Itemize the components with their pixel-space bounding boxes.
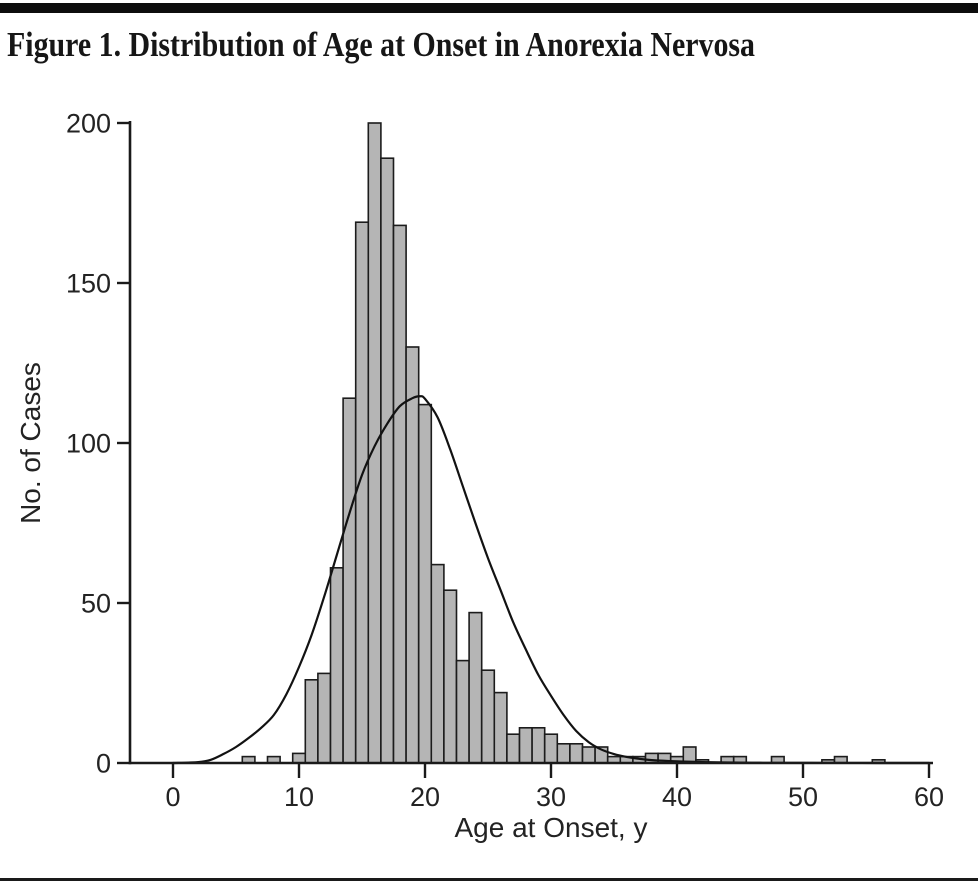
histogram-bar	[405, 346, 420, 764]
histogram-bar	[644, 752, 659, 764]
top-rule	[0, 3, 978, 13]
histogram-bar	[342, 397, 357, 764]
x-tick-label: 20	[410, 782, 440, 812]
histogram-bar	[518, 726, 533, 764]
y-tick-label: 100	[66, 429, 111, 459]
histogram-bars	[241, 122, 886, 764]
x-axis-title: Age at Onset, y	[455, 812, 648, 843]
x-tick-label: 30	[536, 782, 566, 812]
histogram-bar	[480, 669, 496, 764]
histogram-bar	[506, 733, 521, 764]
histogram-bar	[380, 157, 395, 764]
x-tick-label: 0	[165, 782, 180, 812]
y-tick-label: 150	[66, 269, 111, 299]
histogram-bar	[304, 678, 319, 764]
histogram-bar	[443, 589, 458, 764]
x-tick-label: 60	[914, 782, 944, 812]
histogram-bar	[317, 672, 332, 764]
histogram-bar	[367, 122, 382, 764]
y-tick-label: 50	[81, 589, 111, 619]
fitted-curve	[171, 395, 931, 765]
x-tick-label: 50	[788, 782, 818, 812]
x-tick-label: 40	[662, 782, 692, 812]
histogram-bar	[556, 742, 571, 764]
histogram-bar	[543, 733, 559, 764]
y-axis-ticks: 0 50 100 150 200	[66, 109, 129, 779]
histogram-bar	[430, 563, 445, 764]
x-axis-ticks: 0 10 20 30 40 50 60	[165, 764, 944, 812]
y-tick-label: 0	[96, 749, 111, 779]
histogram-bar	[468, 611, 483, 764]
x-tick-label: 10	[284, 782, 314, 812]
histogram-bar	[392, 224, 407, 764]
histogram-bar	[291, 752, 307, 764]
histogram-bar	[455, 659, 470, 764]
histogram-bar	[531, 726, 546, 764]
y-tick-label: 200	[66, 109, 111, 139]
histogram-bar	[329, 566, 344, 764]
histogram-bar	[581, 746, 596, 764]
histogram-bar	[354, 221, 370, 764]
bottom-rule	[0, 878, 978, 881]
histogram-bar	[493, 691, 508, 764]
y-axis-title: No. of Cases	[15, 362, 46, 524]
histogram-bar	[417, 403, 433, 764]
figure-title: Figure 1. Distribution of Age at Onset i…	[7, 25, 755, 64]
histogram-bar	[569, 742, 584, 764]
